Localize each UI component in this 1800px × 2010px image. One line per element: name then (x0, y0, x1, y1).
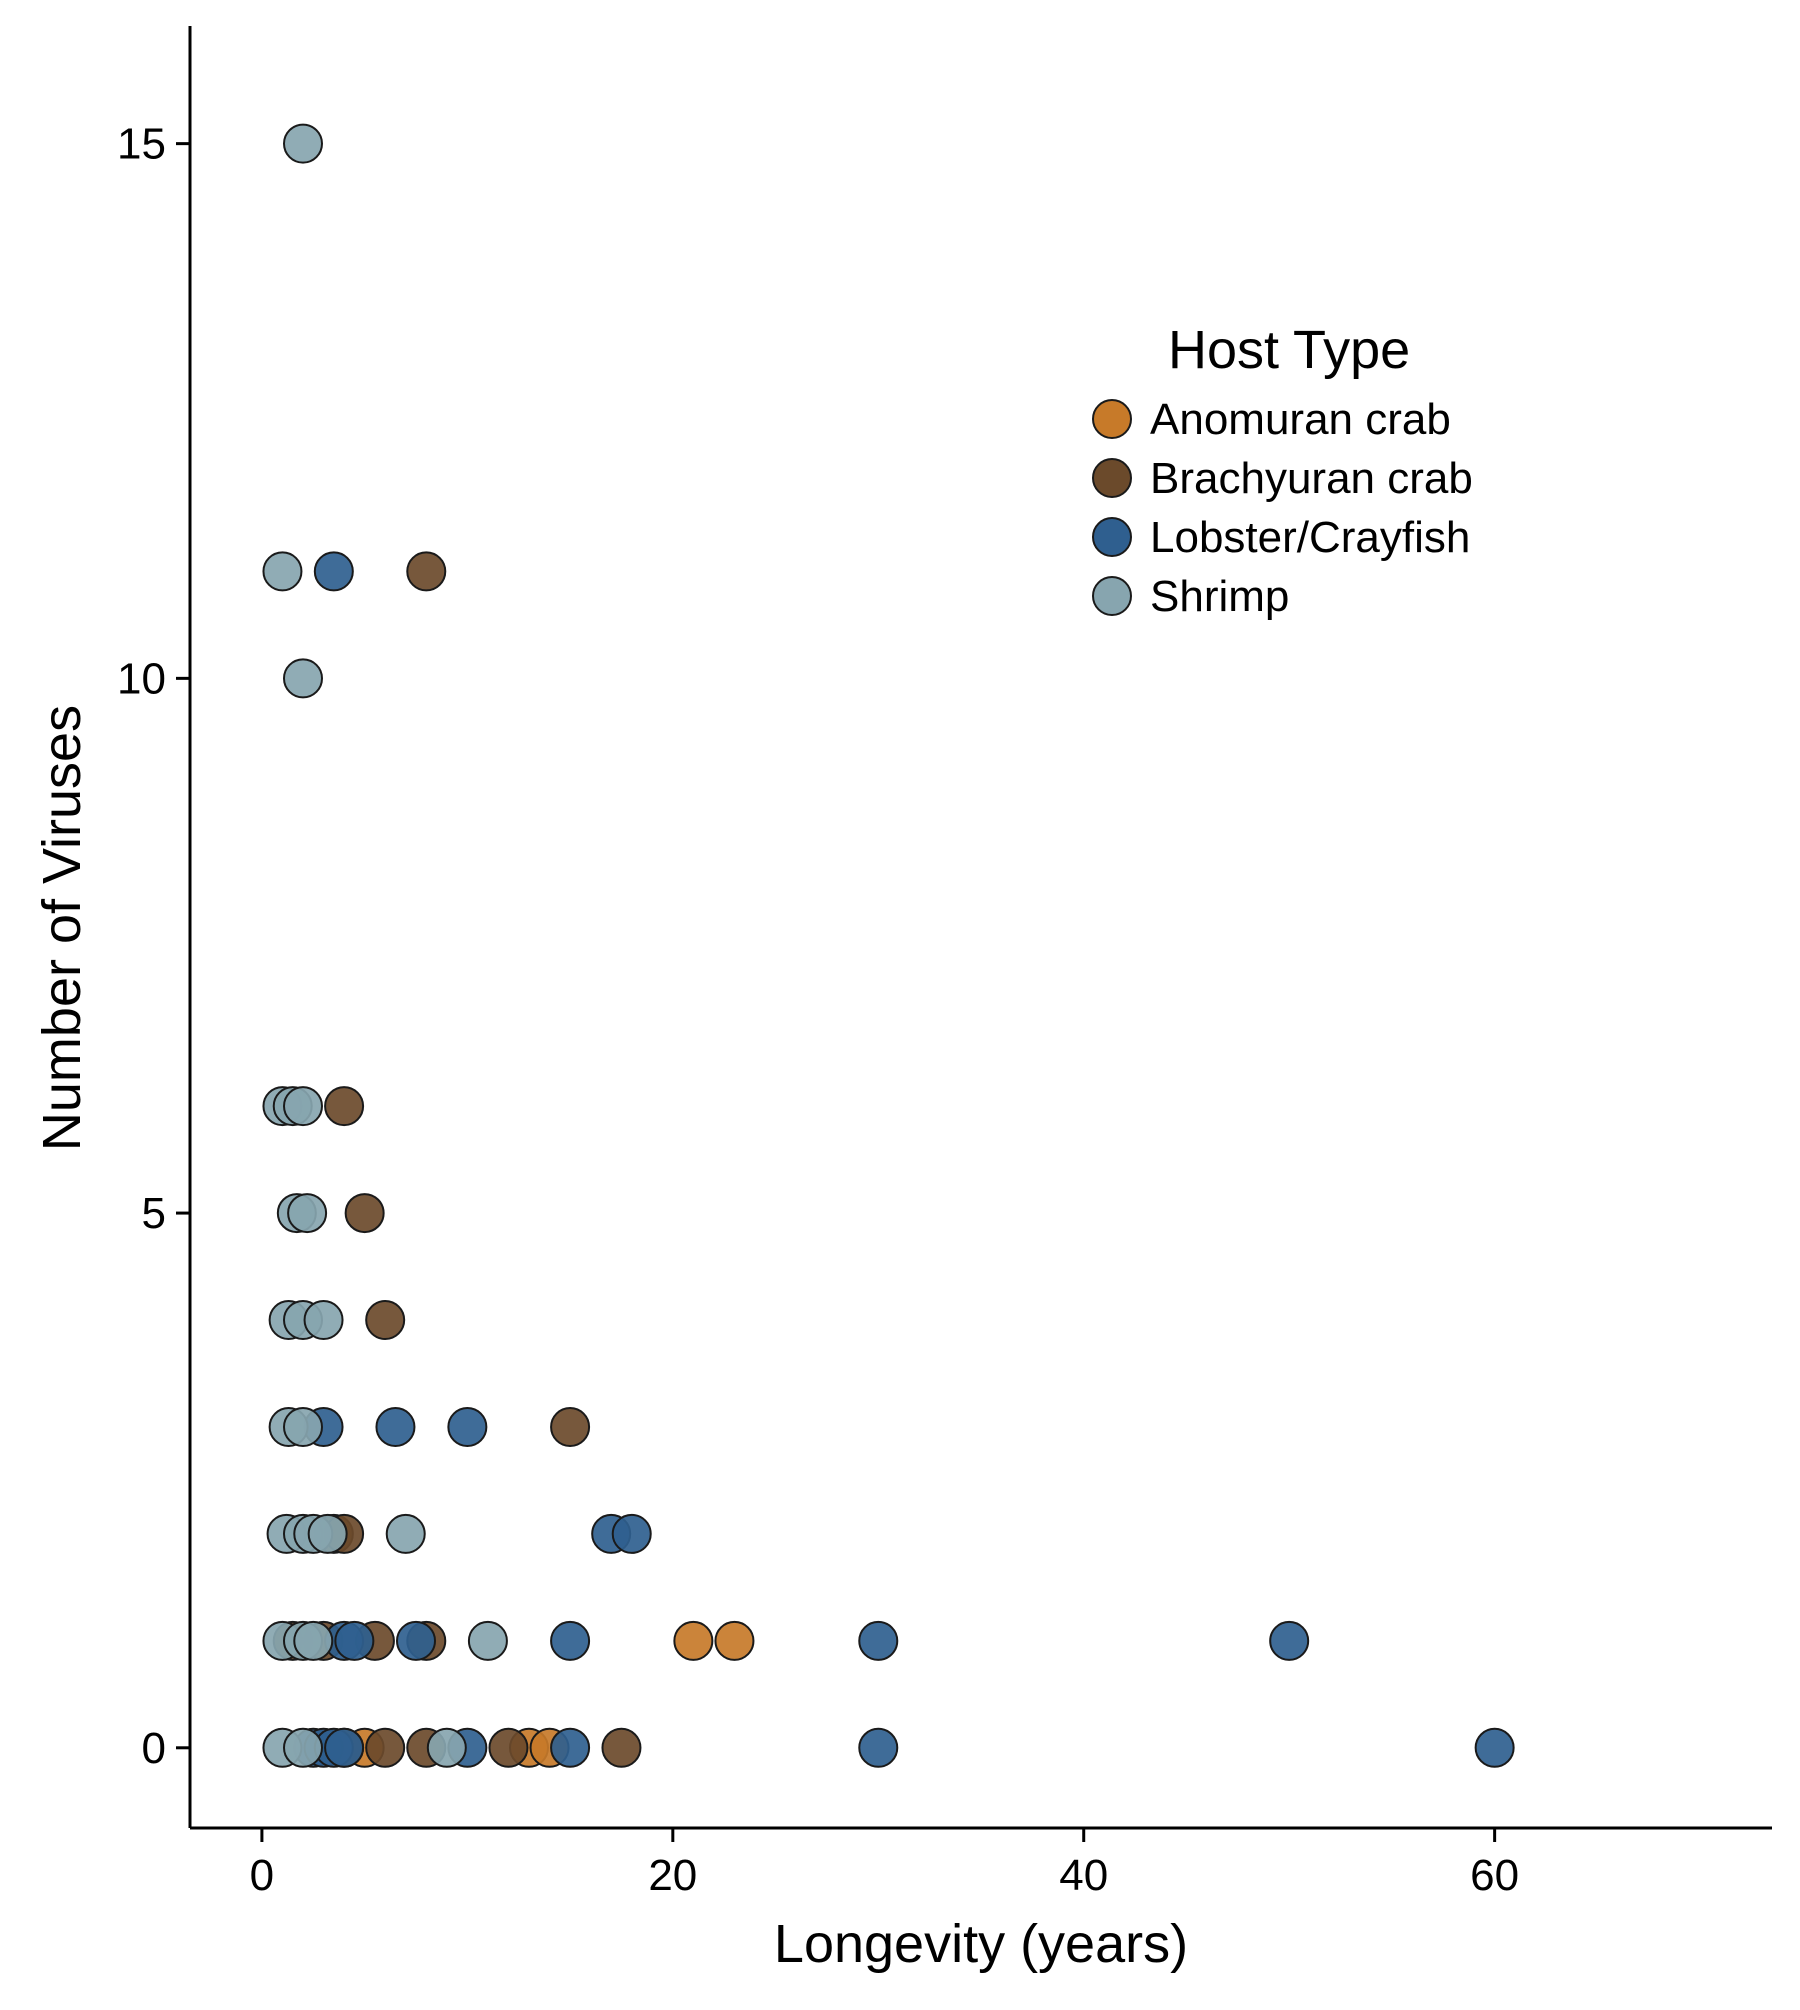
data-point (1269, 1620, 1310, 1661)
y-axis-title: Number of Viruses (32, 705, 92, 1151)
data-point (858, 1620, 899, 1661)
data-point (303, 1300, 344, 1341)
data-point (1474, 1727, 1515, 1768)
data-point (673, 1620, 714, 1661)
legend-items: Anomuran crab Brachyuran crab Lobster/Cray… (1092, 395, 1473, 621)
legend-key-0 (1092, 399, 1132, 439)
x-tick-label: 0 (250, 1851, 274, 1900)
x-axis-title: Longevity (years) (774, 1914, 1188, 1974)
data-point (283, 1727, 323, 1768)
data-point (283, 1086, 323, 1127)
data-point (365, 1300, 406, 1341)
data-point (550, 1727, 591, 1768)
legend-label: Brachyuran crab (1150, 454, 1473, 503)
legend-label: Shrimp (1150, 572, 1289, 621)
data-point (375, 1406, 416, 1447)
data-point (324, 1086, 365, 1127)
y-tick-label: 10 (117, 654, 166, 703)
data-point (283, 658, 323, 699)
data-point (550, 1620, 591, 1661)
data-point (406, 551, 447, 592)
data-point (283, 123, 323, 164)
y-tick-label: 15 (117, 120, 166, 169)
x-tick-label: 60 (1470, 1851, 1519, 1900)
data-point (467, 1620, 508, 1661)
data-point (611, 1513, 652, 1554)
data-point (447, 1406, 488, 1447)
data-point (324, 1727, 365, 1768)
data-point (601, 1727, 642, 1768)
data-point (858, 1727, 899, 1768)
y-tick-label: 5 (142, 1189, 166, 1238)
data-point (307, 1513, 348, 1554)
x-tick-label: 40 (1059, 1851, 1108, 1900)
legend-label: Anomuran crab (1150, 395, 1451, 444)
x-tick-label: 20 (648, 1851, 697, 1900)
data-point (714, 1620, 755, 1661)
data-point (488, 1727, 529, 1768)
data-point (365, 1727, 406, 1768)
points-layer (262, 123, 1515, 1768)
legend-key-3 (1092, 576, 1132, 616)
data-point (287, 1193, 328, 1234)
data-point (262, 551, 303, 592)
x-ticks: 0 20 40 60 (250, 1828, 1519, 1900)
data-point (426, 1727, 467, 1768)
data-point (396, 1620, 436, 1661)
legend-title: Host Type (1168, 320, 1410, 380)
data-point (283, 1406, 323, 1447)
legend-key-2 (1092, 517, 1132, 557)
legend-key-1 (1092, 458, 1132, 498)
legend: Host Type Anomuran crab Brachyuran crab Lo… (1092, 320, 1473, 621)
data-point (293, 1620, 334, 1661)
data-point (313, 551, 354, 592)
legend-label: Lobster/Crayfish (1150, 513, 1470, 562)
data-point (385, 1513, 426, 1554)
y-ticks: 0 5 10 15 (117, 120, 190, 1773)
data-point (550, 1406, 591, 1447)
data-point (344, 1193, 385, 1234)
y-tick-label: 0 (142, 1724, 166, 1773)
axes-layer: 0 20 40 60 0 5 10 15 (117, 26, 1772, 1900)
data-point (334, 1620, 375, 1661)
